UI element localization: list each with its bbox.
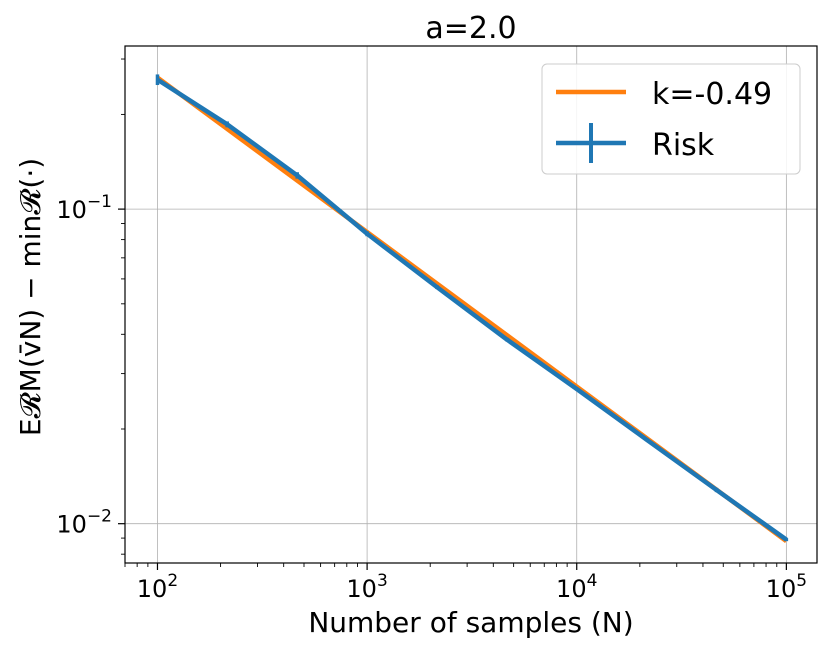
legend: k=-0.49 Risk — [541, 63, 801, 175]
y-tick-label-0: 10−1 — [56, 192, 112, 224]
series-line-1 — [156, 77, 788, 542]
plot-frame — [124, 45, 818, 564]
x-axis-label: Number of samples (N) — [308, 606, 633, 639]
chart-title: a=2.0 — [425, 11, 516, 46]
series-layer — [155, 74, 789, 543]
legend-label-1: Risk — [652, 128, 715, 163]
y-axis-label: E𝓡M(v̄N) − min𝓡(·) — [14, 158, 47, 436]
legend-label-0: k=-0.49 — [652, 77, 772, 112]
